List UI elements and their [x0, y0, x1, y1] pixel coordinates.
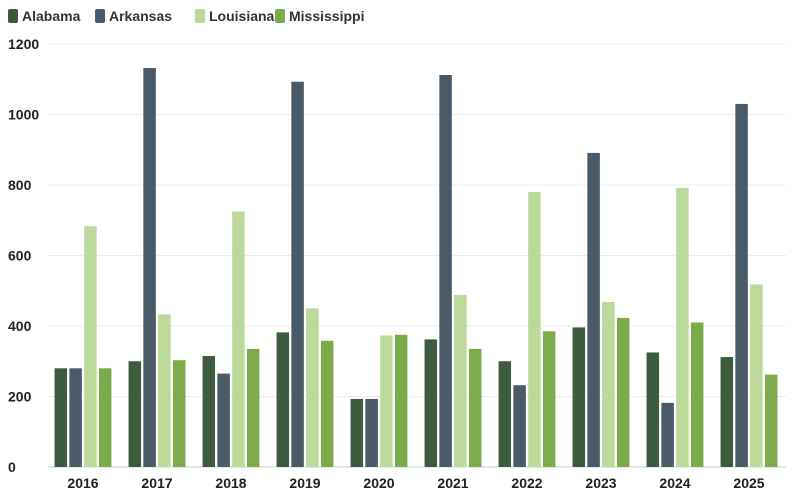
- x-tick-label: 2021: [437, 475, 468, 491]
- x-tick-label: 2018: [215, 475, 246, 491]
- bar-louisiana-2019: [306, 308, 319, 467]
- y-axis: 0 200 400 600 800 1000 1200: [8, 36, 786, 475]
- bar-alabama-2017: [128, 361, 142, 467]
- x-axis: 2016 2017 2018 2019 2020 2021 2022 2023 2024 2025: [67, 475, 764, 491]
- y-tick-label: 800: [8, 177, 32, 193]
- x-tick-label: 2023: [585, 475, 616, 491]
- y-tick-label: 0: [8, 459, 16, 475]
- bar-mississippi-2024: [690, 322, 704, 467]
- bar-arkansas-2017: [143, 67, 156, 467]
- x-tick-label: 2025: [733, 475, 764, 491]
- bar-arkansas-2020: [365, 398, 378, 467]
- legend-item-louisiana: Louisiana: [195, 8, 275, 24]
- bar-mississippi-2022: [542, 331, 556, 467]
- legend-swatch: [8, 9, 18, 23]
- y-tick-label: 1000: [8, 107, 39, 123]
- bar-mississippi-2019: [320, 340, 334, 467]
- bar-arkansas-2019: [291, 81, 304, 467]
- x-tick-label: 2019: [289, 475, 320, 491]
- bar-alabama-2021: [424, 339, 438, 467]
- bar-louisiana-2022: [528, 192, 541, 468]
- bar-louisiana-2017: [158, 314, 171, 467]
- legend: Alabama Arkansas Louisiana Mississippi: [8, 8, 364, 24]
- x-tick-label: 2020: [363, 475, 394, 491]
- bar-mississippi-2016: [98, 368, 112, 467]
- legend-label: Arkansas: [109, 8, 172, 24]
- bar-arkansas-2018: [217, 373, 230, 467]
- bar-arkansas-2024: [661, 402, 674, 467]
- x-tick-label: 2016: [67, 475, 98, 491]
- bar-mississippi-2023: [616, 317, 630, 467]
- y-tick-label: 600: [8, 248, 32, 264]
- x-tick-label: 2024: [659, 475, 690, 491]
- gridlines: [48, 43, 786, 397]
- legend-swatch: [195, 9, 205, 23]
- bar-alabama-2018: [202, 355, 216, 467]
- legend-item-alabama: Alabama: [8, 8, 81, 24]
- bar-arkansas-2016: [69, 368, 82, 467]
- bar-alabama-2022: [498, 361, 512, 467]
- bar-louisiana-2021: [454, 294, 467, 467]
- bar-louisiana-2018: [232, 211, 245, 467]
- bar-alabama-2025: [720, 357, 734, 467]
- bar-mississippi-2025: [764, 374, 778, 467]
- legend-item-mississippi: Mississippi: [275, 8, 364, 24]
- bar-arkansas-2021: [439, 75, 452, 468]
- bar-mississippi-2018: [246, 348, 260, 467]
- bar-arkansas-2023: [587, 152, 600, 468]
- bar-louisiana-2025: [750, 284, 763, 467]
- x-tick-label: 2017: [141, 475, 172, 491]
- legend-label: Louisiana: [209, 8, 275, 24]
- bar-alabama-2019: [276, 332, 290, 467]
- bar-mississippi-2017: [172, 360, 186, 467]
- bar-louisiana-2016: [84, 226, 97, 467]
- y-tick-label: 400: [8, 318, 32, 334]
- bar-alabama-2016: [54, 368, 68, 467]
- legend-swatch: [95, 9, 105, 23]
- legend-item-arkansas: Arkansas: [95, 8, 172, 24]
- bar-louisiana-2024: [676, 187, 689, 467]
- y-tick-label: 200: [8, 389, 32, 405]
- bar-arkansas-2025: [735, 103, 748, 468]
- bar-mississippi-2020: [394, 334, 408, 467]
- legend-label: Mississippi: [289, 8, 364, 24]
- legend-swatch: [275, 9, 285, 23]
- bar-alabama-2023: [572, 327, 586, 467]
- x-tick-label: 2022: [511, 475, 542, 491]
- bar-alabama-2020: [350, 398, 364, 467]
- bar-louisiana-2020: [380, 335, 393, 467]
- bar-mississippi-2021: [468, 348, 482, 467]
- bar-arkansas-2022: [513, 385, 526, 467]
- bar-alabama-2024: [646, 352, 660, 467]
- y-tick-label: 1200: [8, 36, 39, 52]
- bar-louisiana-2023: [602, 302, 615, 467]
- bars: [54, 67, 778, 468]
- legend-label: Alabama: [22, 8, 81, 24]
